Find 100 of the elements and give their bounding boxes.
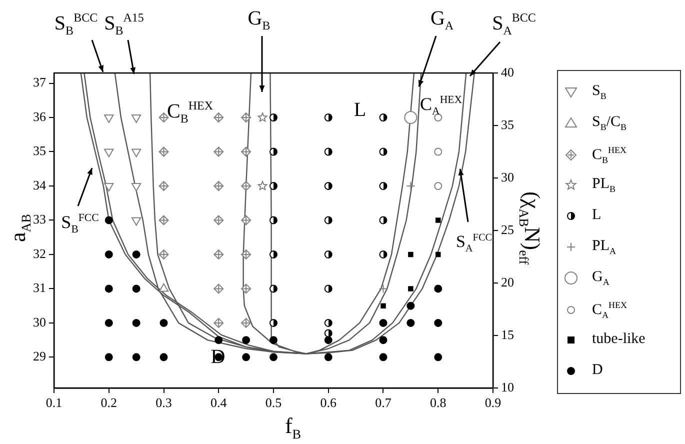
point — [270, 353, 278, 362]
point — [408, 252, 414, 258]
point — [104, 318, 113, 327]
point — [131, 182, 142, 192]
point — [270, 318, 278, 327]
y-tick-label: 35 — [33, 143, 46, 158]
point — [379, 114, 388, 122]
y-tick-label: 33 — [33, 212, 46, 227]
point — [270, 250, 278, 258]
point — [132, 353, 140, 362]
x-tick-label: 0.4 — [210, 395, 228, 410]
point — [436, 252, 441, 258]
y-tick-label: 32 — [33, 246, 46, 261]
legend-label: D — [592, 362, 603, 379]
point — [104, 284, 113, 293]
y2-tick-label: 40 — [501, 64, 514, 80]
point — [324, 250, 332, 258]
point — [214, 336, 223, 344]
legend-label: S$_{B}$/C$_{B}$ — [592, 114, 627, 132]
point — [242, 336, 250, 344]
text: G$_{B}$ — [248, 8, 270, 32]
annotation: D — [210, 346, 226, 368]
point — [160, 353, 168, 362]
annotation: L — [354, 99, 366, 121]
legend-label: S$_{B}$ — [592, 83, 606, 101]
x-tick-label: 0.3 — [156, 395, 172, 410]
legend-label: PL$_{B}$ — [592, 176, 616, 194]
point — [104, 114, 114, 124]
point — [408, 286, 414, 292]
point — [270, 148, 278, 156]
point — [258, 112, 268, 122]
x-axis-title: f$_{B}$ — [284, 413, 302, 442]
point — [131, 148, 142, 158]
x-tick-label: 0.5 — [265, 395, 282, 410]
point — [324, 216, 332, 224]
annotation: G$_{A}$ — [430, 8, 454, 32]
legend-label: tube-like — [592, 331, 646, 348]
x-tick-label: 0.2 — [100, 395, 117, 410]
point — [324, 336, 332, 344]
x-tick-label: 0.8 — [430, 395, 446, 410]
point — [131, 217, 142, 226]
point — [434, 353, 442, 362]
point — [434, 182, 442, 190]
point — [104, 182, 114, 192]
point — [270, 284, 278, 293]
y-tick-label: 29 — [33, 348, 46, 364]
y-tick-label: 36 — [33, 108, 46, 124]
y2-tick-label: 25 — [501, 222, 514, 237]
point — [104, 353, 113, 362]
point — [104, 250, 113, 258]
point — [160, 318, 168, 327]
point — [324, 353, 332, 362]
legend-label: PL$_{A}$ — [592, 238, 616, 256]
y2-tick-label: 35 — [501, 116, 514, 132]
point — [379, 148, 388, 156]
y-tick-label: 31 — [33, 280, 46, 296]
point — [324, 148, 332, 156]
point — [132, 318, 140, 327]
point — [132, 284, 140, 293]
point — [406, 302, 415, 310]
point — [379, 353, 388, 362]
point — [131, 114, 142, 124]
point — [270, 182, 278, 190]
point — [434, 318, 442, 327]
point — [378, 284, 388, 294]
y-tick-label: 37 — [33, 74, 46, 90]
point — [324, 284, 332, 293]
y-tick-label: 34 — [33, 177, 46, 192]
point — [324, 182, 332, 190]
x-tick-label: 0.1 — [46, 395, 62, 410]
y2-tick-label: 10 — [501, 379, 514, 394]
point — [158, 283, 169, 292]
x-tick-label: 0.7 — [375, 395, 392, 410]
point — [406, 181, 416, 190]
point — [380, 303, 386, 308]
x-tick-label: 0.6 — [320, 395, 337, 410]
point — [434, 114, 442, 122]
point — [270, 216, 278, 224]
point — [434, 148, 442, 156]
y-tick-label: 30 — [33, 314, 46, 330]
point — [379, 182, 388, 190]
point — [104, 216, 113, 224]
point — [270, 114, 278, 122]
point — [379, 336, 388, 344]
point — [406, 318, 415, 327]
point — [434, 284, 442, 293]
point — [436, 218, 441, 223]
point — [104, 148, 114, 158]
point — [258, 180, 268, 190]
point — [324, 114, 332, 122]
point — [324, 318, 332, 327]
point — [379, 216, 388, 224]
point — [242, 353, 250, 362]
y2-tick-label: 30 — [501, 169, 514, 184]
point — [404, 111, 418, 124]
legend-label: L — [592, 207, 602, 224]
legend-label: G$_{A}$ — [592, 269, 610, 287]
y2-tick-label: 15 — [501, 326, 514, 342]
x-tick-label: 0.9 — [484, 395, 502, 410]
point — [379, 250, 388, 258]
